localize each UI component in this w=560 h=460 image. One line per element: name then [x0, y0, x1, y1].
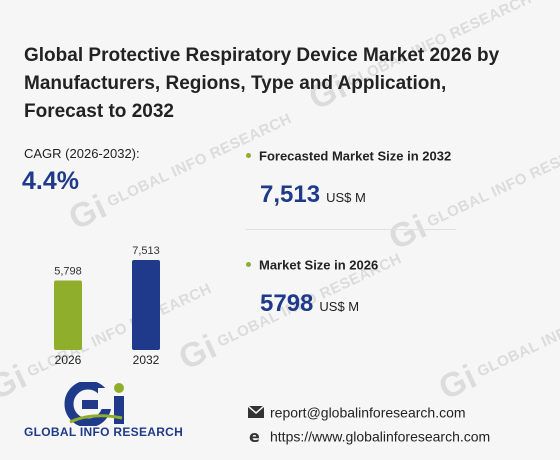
watermark: GiGLOBAL INFO RESEARCH	[383, 130, 560, 258]
cagr-value: 4.4%	[22, 167, 79, 195]
forecast-stat-value: 7,513	[260, 181, 321, 208]
forecast-stat-label: Forecasted Market Size in 2032	[259, 148, 452, 164]
bar-category-label: 2026	[55, 353, 82, 367]
svg-text:e: e	[249, 428, 260, 444]
globe-e-icon: e	[249, 427, 260, 446]
bar-value-label: 7,513	[132, 245, 160, 257]
forecast-stat-unit: US$ M	[326, 190, 366, 205]
forecast-stat: Forecasted Market Size in 2032 7,513 US$ …	[246, 147, 452, 208]
watermark: GiGLOBAL INFO RESEARCH	[433, 280, 560, 408]
bar-2032	[132, 260, 160, 350]
bullet-icon	[246, 262, 251, 268]
email-link[interactable]: report@globalinforesearch.com	[270, 404, 466, 421]
market-size-stat: Market Size in 2026 5798 US$ M	[246, 256, 379, 317]
bar-category-label: 2032	[133, 353, 160, 367]
website-link[interactable]: https://www.globalinforesearch.com	[270, 428, 491, 445]
website-contact[interactable]: e https://www.globalinforesearch.com	[248, 427, 491, 446]
bar-chart: 5,798 2026 7,513 2032	[54, 245, 160, 367]
market-size-stat-label: Market Size in 2026	[259, 257, 379, 273]
divider	[246, 229, 456, 230]
email-contact[interactable]: report@globalinforesearch.com	[247, 403, 466, 421]
page-title: Global Protective Respiratory Device Mar…	[24, 45, 500, 122]
bar-value-label: 5,798	[54, 266, 82, 278]
logo-icon	[64, 382, 124, 426]
bar-2026	[54, 280, 82, 350]
logo-text: GLOBAL INFO RESEARCH	[24, 425, 184, 439]
bullet-icon	[246, 153, 251, 159]
envelope-icon	[247, 405, 265, 419]
cagr-label: CAGR (2026-2032):	[24, 146, 140, 161]
market-size-stat-unit: US$ M	[319, 299, 360, 314]
market-size-stat-value: 5798	[260, 290, 314, 317]
